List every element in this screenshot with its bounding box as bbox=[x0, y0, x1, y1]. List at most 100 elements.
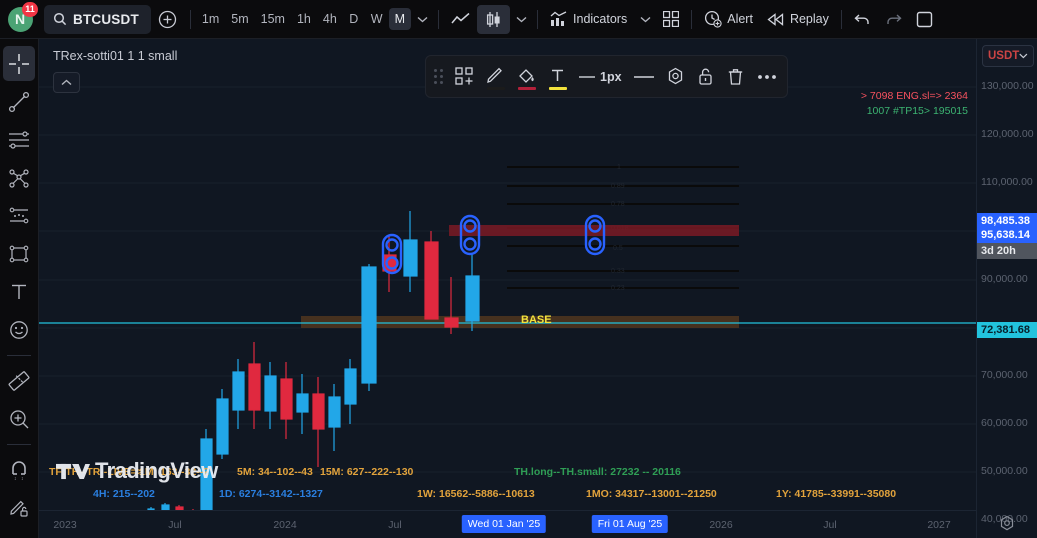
svg-text:1: 1 bbox=[617, 164, 621, 171]
floating-drawing-toolbar[interactable]: 1px bbox=[425, 55, 788, 98]
last-price-badge[interactable]: 72,381.68 bbox=[977, 322, 1037, 338]
trend-line-tool[interactable] bbox=[3, 84, 35, 119]
stat-4h: 4H: 215--202 bbox=[93, 488, 155, 500]
fullscreen-square-icon[interactable] bbox=[909, 5, 940, 34]
divider bbox=[537, 9, 539, 29]
time-tick: Jul bbox=[388, 519, 402, 531]
currency-unit-selector[interactable]: USDT bbox=[982, 45, 1034, 67]
emoji-tool[interactable] bbox=[3, 312, 35, 347]
text-tool[interactable] bbox=[3, 274, 35, 309]
chart-type-candlestick-icon[interactable] bbox=[477, 4, 511, 34]
layouts-grid-icon[interactable] bbox=[656, 5, 686, 34]
divider bbox=[691, 9, 693, 29]
stat-1mo: 1MO: 34317--13001--21250 bbox=[586, 488, 717, 500]
countdown-badge: 3d 20h bbox=[977, 243, 1037, 259]
order-price-badge-2[interactable]: 95,638.14 bbox=[977, 227, 1037, 243]
more-options-icon[interactable] bbox=[751, 60, 783, 94]
time-tick: 2027 bbox=[927, 519, 951, 531]
price-tick: 70,000.00 bbox=[981, 369, 1028, 381]
stat-1w: 1W: 16562--5886--10613 bbox=[417, 488, 535, 500]
order-price-badge-1[interactable]: 98,485.38 bbox=[977, 213, 1037, 229]
crosshair-tool[interactable] bbox=[3, 46, 35, 81]
timeframe-dropdown-chevron-down-icon[interactable] bbox=[411, 5, 433, 34]
pencil-color-swatch bbox=[486, 86, 505, 90]
line-style-icon[interactable] bbox=[628, 60, 660, 94]
divider bbox=[840, 9, 842, 29]
timeframe-4h[interactable]: 4h bbox=[322, 12, 337, 26]
chart-legend: TRex-sotti01 1 1 small bbox=[53, 49, 177, 93]
rectangle-tool[interactable] bbox=[3, 236, 35, 271]
templates-add-icon[interactable] bbox=[449, 60, 480, 94]
alert-button[interactable]: Alert bbox=[697, 5, 760, 34]
alert-clock-icon bbox=[704, 10, 722, 28]
date-range-badge-end[interactable]: Fri 01 Aug '25 bbox=[591, 515, 669, 533]
redo-arrow-icon[interactable] bbox=[878, 5, 909, 34]
strategy-overlay-text: > 7098 ENG.sl=> 2364 1007 #TP15> 195015 bbox=[861, 89, 968, 119]
timeframe-1h[interactable]: 1h bbox=[296, 12, 311, 26]
pitchfork-tool[interactable] bbox=[3, 160, 35, 195]
settings-gear-icon[interactable] bbox=[660, 60, 691, 94]
zoom-in-tool[interactable] bbox=[3, 401, 35, 436]
base-zone-label: BASE bbox=[521, 314, 552, 326]
symbol-search-box[interactable]: BTCUSDT bbox=[44, 4, 151, 34]
chart-type-dropdown-chevron-down-icon[interactable] bbox=[510, 5, 532, 34]
indicators-dropdown-chevron-down-icon[interactable] bbox=[634, 5, 656, 34]
chart-type-line-icon[interactable] bbox=[444, 5, 477, 34]
timeframe-15m[interactable]: 15m bbox=[260, 12, 285, 26]
svg-text:0.78: 0.78 bbox=[611, 201, 625, 208]
indicators-label: Indicators bbox=[573, 12, 628, 26]
chevron-down-icon bbox=[1019, 53, 1028, 59]
pattern-tool[interactable] bbox=[3, 198, 35, 233]
undo-arrow-icon[interactable] bbox=[847, 5, 878, 34]
timeframe-d[interactable]: D bbox=[349, 12, 359, 26]
line-width-button[interactable]: 1px bbox=[573, 60, 628, 94]
timeframe-m[interactable]: M bbox=[388, 8, 412, 30]
paint-bucket-icon[interactable] bbox=[511, 60, 542, 94]
indicators-button[interactable]: Indicators bbox=[543, 5, 634, 34]
delete-trash-icon[interactable] bbox=[721, 60, 751, 94]
tradingview-wordmark: TradingView bbox=[95, 458, 218, 483]
svg-text:↕: ↕ bbox=[14, 476, 17, 481]
price-tick: 90,000.00 bbox=[981, 273, 1028, 285]
text-color-icon[interactable] bbox=[542, 60, 573, 94]
svg-text:↕: ↕ bbox=[21, 476, 24, 481]
user-avatar[interactable]: N 11 bbox=[0, 0, 40, 39]
price-tick: 50,000.00 bbox=[981, 465, 1028, 477]
search-icon bbox=[53, 12, 67, 26]
divider bbox=[7, 355, 31, 356]
measure-ruler-tool[interactable] bbox=[3, 363, 35, 398]
price-axis[interactable]: USDT 130,000.00 120,000.00 110,000.00 10… bbox=[976, 39, 1037, 538]
timeframe-1m[interactable]: 1m bbox=[201, 12, 220, 26]
timeframe-w[interactable]: W bbox=[370, 12, 383, 26]
time-axis[interactable]: 2023 Jul 2024 Jul 2026 Jul 2027 Wed 01 J… bbox=[39, 510, 976, 538]
replay-button[interactable]: Replay bbox=[760, 5, 836, 34]
unlock-icon[interactable] bbox=[691, 60, 721, 94]
tradingview-mark-icon bbox=[56, 463, 90, 479]
currency-unit-label: USDT bbox=[988, 50, 1020, 62]
strategy-stats: TF:TH--TR--LIVE=> 1M: 163--32--2 5M: 34-… bbox=[39, 466, 976, 510]
svg-text:0.89: 0.89 bbox=[611, 183, 625, 190]
drawing-lock-tool[interactable] bbox=[3, 490, 35, 525]
divider bbox=[189, 9, 191, 29]
notification-badge[interactable]: 11 bbox=[22, 1, 38, 17]
time-tick: Jul bbox=[823, 519, 837, 531]
chart-canvas[interactable]: 1 0.89 0.78 0.618 0.5 0.33 0.23 0 bbox=[39, 39, 976, 510]
drag-handle-icon[interactable] bbox=[434, 69, 443, 84]
svg-text:0.23: 0.23 bbox=[611, 285, 625, 292]
magnet-tool[interactable]: ↕ ↕ bbox=[3, 452, 35, 487]
date-range-badge-start[interactable]: Wed 01 Jan '25 bbox=[461, 515, 547, 533]
chart-title: TRex-sotti01 1 1 small bbox=[53, 49, 178, 63]
stat-1d: 1D: 6274--3142--1327 bbox=[219, 488, 323, 500]
replay-label: Replay bbox=[789, 12, 829, 26]
indicators-icon bbox=[550, 11, 568, 27]
axis-settings-icon[interactable] bbox=[998, 515, 1016, 533]
add-symbol-button[interactable] bbox=[151, 0, 185, 39]
divider bbox=[438, 9, 440, 29]
timeframe-5m[interactable]: 5m bbox=[231, 12, 249, 26]
legend-collapse-chevron-up-icon[interactable] bbox=[53, 72, 80, 93]
pencil-color-icon[interactable] bbox=[480, 60, 511, 94]
overlay-line-2: 1007 #TP15> 195015 bbox=[866, 105, 968, 117]
stats-row-2: 4H: 215--202 1D: 6274--3142--1327 1W: 16… bbox=[39, 488, 976, 510]
stat-15m: 15M: 627--222--130 bbox=[320, 466, 414, 478]
horizontal-lines-tool[interactable] bbox=[3, 122, 35, 157]
